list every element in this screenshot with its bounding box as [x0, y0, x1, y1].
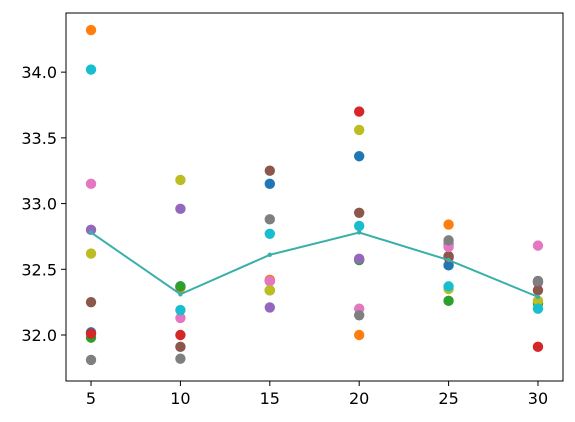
data-point — [353, 253, 365, 264]
data-point — [353, 124, 365, 136]
data-point — [264, 214, 276, 225]
x-tick-label: 10 — [170, 389, 190, 408]
data-point — [85, 354, 97, 366]
data-point — [175, 304, 186, 316]
data-point — [264, 178, 276, 190]
data-point — [85, 224, 97, 236]
data-point — [175, 353, 186, 364]
axes-frame — [65, 12, 564, 382]
y-tick-label: 33.0 — [21, 195, 57, 214]
data-point — [532, 295, 544, 307]
y-tick-label: 34.0 — [21, 63, 57, 82]
data-point — [532, 275, 544, 287]
data-point — [264, 302, 276, 313]
data-point — [353, 310, 365, 321]
data-point — [443, 235, 454, 246]
y-axis: 32.0 32.5 33.0 33.5 34.0 — [21, 63, 66, 345]
data-point — [264, 165, 276, 176]
mean-line-marker — [267, 252, 273, 258]
y-tick-label: 33.5 — [21, 129, 57, 148]
x-axis: 5 10 15 20 25 30 — [86, 381, 548, 408]
mean-line-marker — [446, 257, 451, 263]
x-tick-label: 15 — [260, 389, 280, 408]
data-point — [443, 295, 454, 307]
y-tick-label: 32.5 — [21, 260, 57, 279]
data-point — [264, 275, 276, 287]
data-point — [353, 220, 365, 232]
data-point — [264, 285, 276, 296]
x-tick-label: 5 — [86, 389, 96, 408]
mean-line-marker — [356, 230, 362, 235]
data-point — [443, 281, 454, 292]
data-point — [175, 341, 186, 353]
data-point — [175, 174, 186, 186]
data-point — [353, 329, 365, 341]
data-point — [175, 281, 186, 292]
data-point — [532, 240, 544, 251]
data-point — [85, 248, 97, 259]
plot-area — [85, 24, 544, 366]
data-point — [353, 151, 365, 162]
y-tick-label: 32.0 — [21, 326, 57, 345]
data-point — [443, 219, 454, 230]
mean-line-marker — [535, 294, 541, 300]
data-point — [264, 228, 276, 239]
data-point — [353, 207, 365, 218]
data-point — [85, 24, 97, 36]
x-tick-label: 30 — [528, 389, 548, 408]
data-point — [85, 296, 97, 308]
data-point — [532, 341, 544, 353]
data-point — [532, 285, 544, 296]
mean-line-marker — [88, 230, 94, 235]
data-point — [353, 106, 365, 117]
x-tick-label: 25 — [438, 389, 458, 408]
mean-line-marker — [178, 292, 183, 297]
data-point — [532, 303, 544, 314]
data-point — [175, 329, 186, 341]
x-tick-label: 20 — [349, 389, 369, 408]
data-point — [175, 203, 186, 215]
data-point — [85, 178, 97, 190]
data-point — [85, 64, 97, 75]
data-point — [85, 328, 97, 339]
data-point — [443, 260, 454, 271]
data-point — [175, 312, 186, 324]
mean-line — [90, 231, 539, 298]
